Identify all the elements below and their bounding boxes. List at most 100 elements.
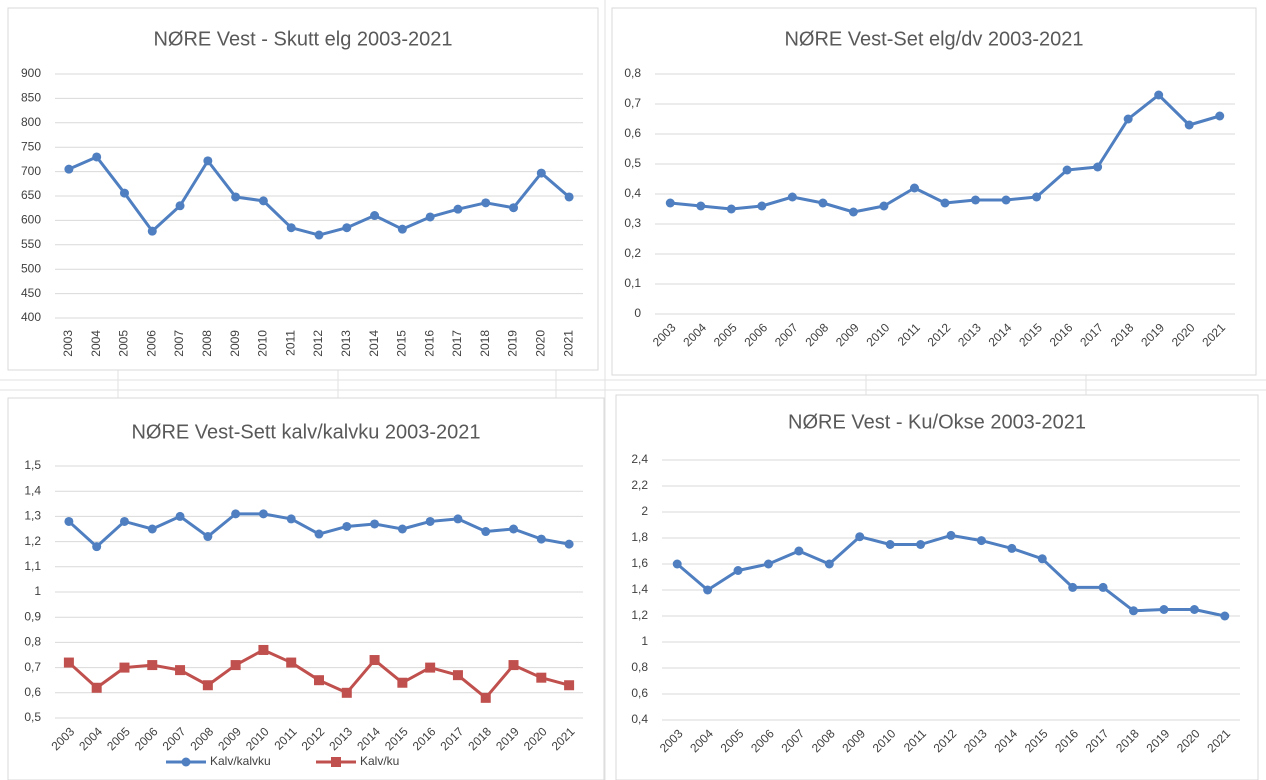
data-point <box>119 188 129 198</box>
data-point <box>536 534 546 544</box>
chart-title: NØRE Vest-Set elg/dv 2003-2021 <box>784 28 1083 50</box>
y-tick-label: 500 <box>21 261 41 275</box>
y-tick-label: 0,6 <box>24 685 41 699</box>
x-tick-label: 2004 <box>89 330 103 357</box>
data-point <box>258 509 268 519</box>
data-point <box>342 223 352 233</box>
data-point <box>946 530 956 540</box>
data-point <box>147 226 157 236</box>
data-point <box>696 201 706 211</box>
y-tick-label: 0 <box>634 306 641 320</box>
data-point <box>63 657 74 668</box>
y-tick-label: 0,3 <box>624 216 641 230</box>
y-tick-label: 2 <box>641 504 648 518</box>
x-tick-label: 2010 <box>256 330 270 357</box>
data-point <box>397 677 408 688</box>
y-tick-label: 1,4 <box>631 582 648 596</box>
data-point <box>1123 114 1133 124</box>
data-point <box>147 524 157 534</box>
data-point <box>726 204 736 214</box>
x-tick-label: 2007 <box>172 330 186 357</box>
x-tick-label: 2019 <box>506 330 520 357</box>
data-point <box>230 660 241 671</box>
y-tick-label: 1 <box>641 634 648 648</box>
data-point <box>1098 582 1108 592</box>
data-point <box>787 192 797 202</box>
data-point <box>119 662 130 673</box>
x-tick-label: 2020 <box>533 330 547 357</box>
y-tick-label: 1 <box>34 584 41 598</box>
y-tick-label: 400 <box>21 310 41 324</box>
data-point <box>480 692 491 703</box>
data-point <box>231 192 241 202</box>
data-point <box>1062 165 1072 175</box>
data-point <box>536 168 546 178</box>
data-point <box>453 204 463 214</box>
x-tick-label: 2006 <box>144 330 158 357</box>
data-point <box>314 529 324 539</box>
y-tick-label: 1,4 <box>24 483 41 497</box>
y-tick-label: 700 <box>21 164 41 178</box>
data-point <box>175 511 185 521</box>
data-point <box>1220 611 1230 621</box>
data-point <box>425 516 435 526</box>
data-point <box>1189 605 1199 614</box>
data-point <box>452 670 463 681</box>
data-point <box>203 532 213 542</box>
legend-marker <box>181 757 191 767</box>
y-tick-label: 750 <box>21 139 41 153</box>
data-point <box>564 539 574 549</box>
data-point <box>564 680 575 691</box>
data-point <box>971 195 981 205</box>
data-point <box>119 516 129 526</box>
data-point <box>536 672 547 683</box>
chart-title: NØRE Vest - Ku/Okse 2003-2021 <box>788 411 1086 433</box>
chart-panel <box>7 397 605 780</box>
data-point <box>314 675 324 686</box>
data-point <box>64 516 74 526</box>
x-tick-label: 2011 <box>283 330 297 356</box>
y-tick-label: 0,8 <box>24 635 41 649</box>
data-point <box>1154 90 1164 100</box>
data-point <box>885 540 895 549</box>
data-point <box>564 192 574 202</box>
y-tick-label: 0,9 <box>24 609 41 623</box>
data-point <box>508 660 519 671</box>
chart: NØRE Vest-Set elg/dv 2003-2021 0 0,1 0,2 0,3… <box>611 7 1257 376</box>
data-point <box>286 657 297 668</box>
data-point <box>481 198 491 208</box>
chart: NØRE Vest-Sett kalv/kalvku 2003-2021 0,5 0… <box>7 397 605 780</box>
data-point <box>509 203 519 213</box>
chart: NØRE Vest - Ku/Okse 2003-2021 0,4 0,6 0,8 1 1… <box>615 394 1259 780</box>
data-point <box>286 514 296 524</box>
data-point <box>733 566 743 575</box>
y-tick-label: 450 <box>21 286 41 300</box>
data-point <box>286 223 296 233</box>
x-tick-label: 2015 <box>395 330 409 357</box>
data-point <box>453 514 463 524</box>
y-tick-label: 0,8 <box>624 66 641 80</box>
y-tick-label: 0,7 <box>624 96 641 110</box>
data-point <box>976 536 986 546</box>
y-tick-label: 0,8 <box>631 660 648 674</box>
data-point <box>1037 554 1047 564</box>
x-tick-label: 2021 <box>561 330 575 357</box>
legend-item: Kalv/kalvku <box>166 754 271 768</box>
y-tick-label: 850 <box>21 91 41 105</box>
y-tick-label: 0,6 <box>631 686 648 700</box>
data-point <box>1032 192 1042 202</box>
data-point <box>703 585 713 595</box>
y-tick-label: 0,7 <box>24 660 41 674</box>
y-tick-label: 1,1 <box>24 559 41 573</box>
legend-label: Kalv/kalvku <box>210 754 271 768</box>
y-tick-label: 1,5 <box>24 458 41 472</box>
data-point <box>848 207 858 217</box>
chart-panel <box>7 7 599 371</box>
data-point <box>909 183 919 193</box>
data-point <box>1215 111 1225 121</box>
x-tick-label: 2009 <box>228 330 242 357</box>
data-point <box>665 198 675 208</box>
data-point <box>175 665 186 676</box>
data-point <box>175 201 185 211</box>
